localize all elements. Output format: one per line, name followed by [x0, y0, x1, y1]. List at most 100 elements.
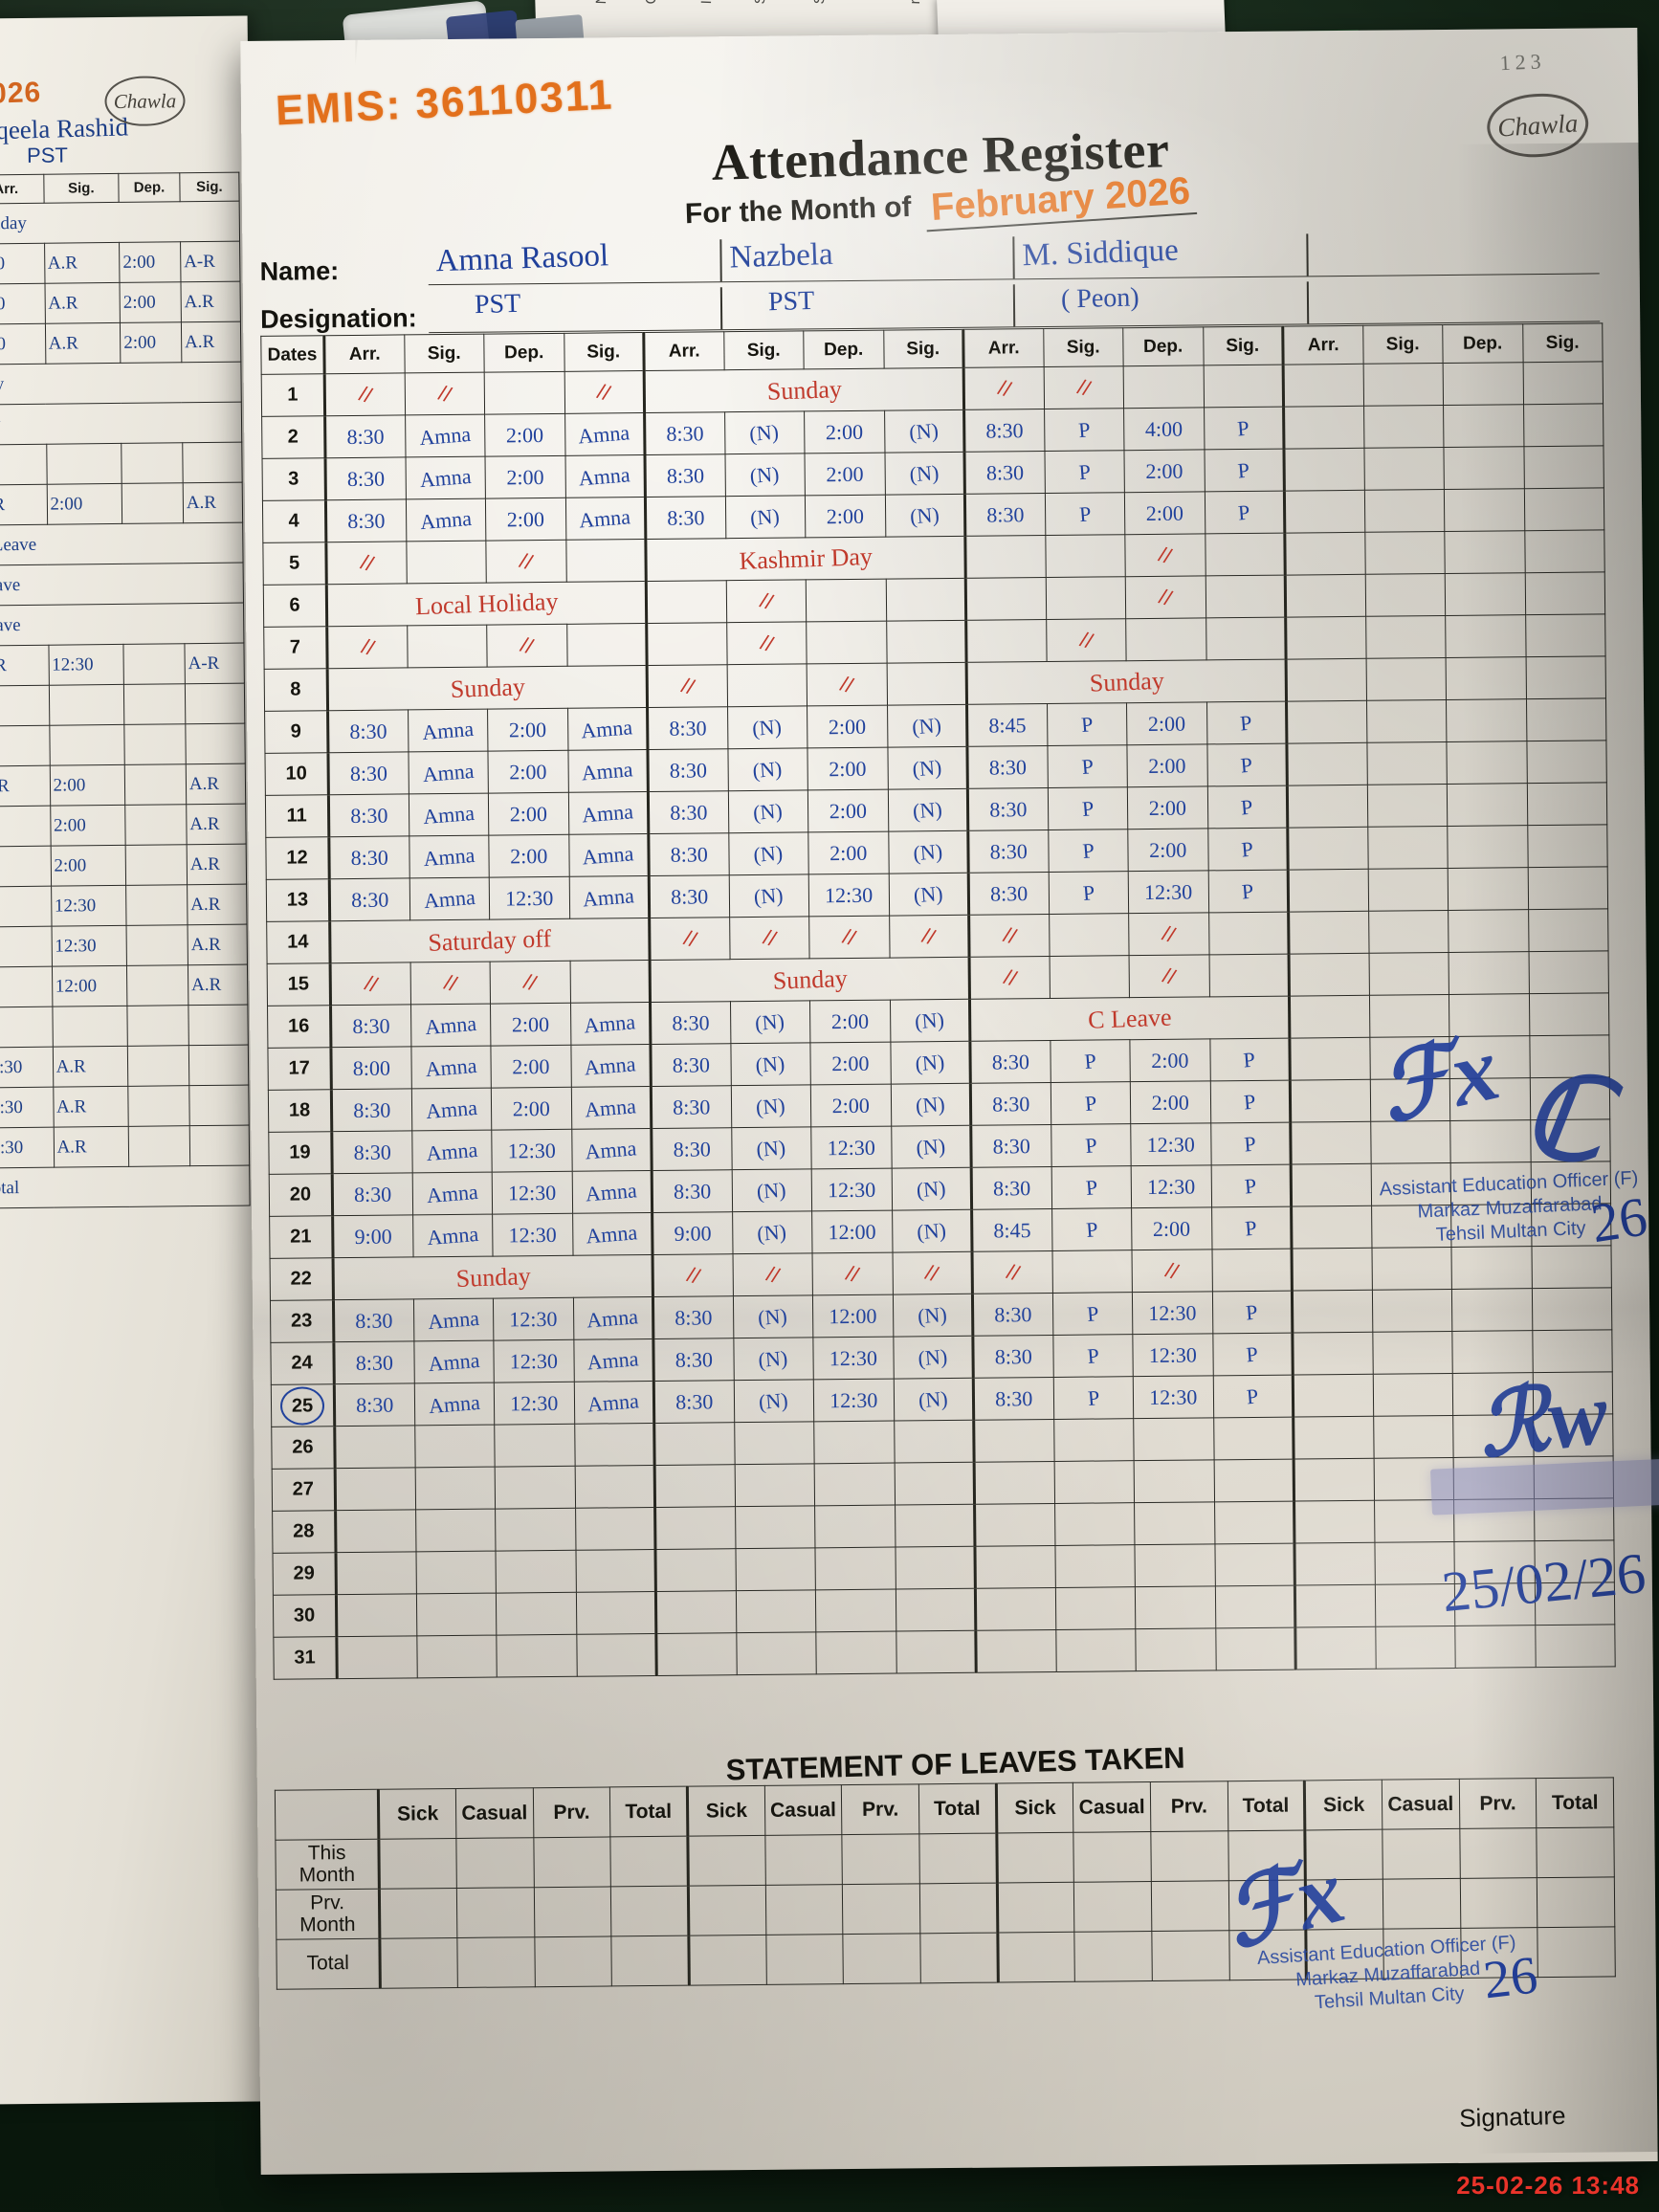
- attendance-cell[interactable]: [895, 1504, 975, 1548]
- attendance-cell[interactable]: [654, 1464, 736, 1508]
- attendance-cell[interactable]: [1366, 741, 1448, 785]
- attendance-cell[interactable]: [566, 623, 648, 667]
- attendance-cell[interactable]: P: [1209, 1038, 1291, 1081]
- attendance-cell[interactable]: 2:00: [485, 498, 566, 542]
- attendance-cell[interactable]: [1534, 1539, 1615, 1583]
- attendance-cell[interactable]: 2:00: [1127, 785, 1208, 830]
- attendance-cell[interactable]: [1289, 995, 1370, 1039]
- attendance-cell[interactable]: 2:00: [807, 747, 888, 790]
- attendance-cell[interactable]: [1525, 655, 1606, 699]
- attendance-cell[interactable]: //: [647, 664, 728, 708]
- attendance-cell[interactable]: 12:30: [494, 1382, 575, 1426]
- attendance-cell[interactable]: [1529, 1076, 1610, 1120]
- attendance-cell[interactable]: [1133, 1417, 1214, 1461]
- attendance-cell[interactable]: 12:30: [810, 1126, 892, 1169]
- attendance-cell[interactable]: [495, 1466, 576, 1510]
- attendance-cell[interactable]: 2:00: [1131, 1206, 1212, 1250]
- attendance-cell[interactable]: P: [1210, 1122, 1292, 1165]
- attendance-cell[interactable]: //: [325, 541, 407, 585]
- leaves-value-cell[interactable]: [1151, 1930, 1229, 1981]
- attendance-cell[interactable]: //: [972, 1250, 1052, 1294]
- attendance-cell[interactable]: [1454, 1582, 1536, 1626]
- attendance-cell[interactable]: [1445, 572, 1526, 616]
- attendance-cell[interactable]: //: [409, 962, 491, 1005]
- attendance-cell[interactable]: 8:30: [963, 409, 1045, 453]
- attendance-cell[interactable]: 8:30: [334, 1382, 415, 1427]
- attendance-cell[interactable]: [414, 1425, 496, 1468]
- attendance-cell[interactable]: [1530, 1161, 1611, 1205]
- leaves-value-cell[interactable]: [1382, 1828, 1460, 1880]
- leaves-value-cell[interactable]: [1305, 1879, 1383, 1930]
- attendance-cell[interactable]: (N): [892, 1209, 973, 1253]
- attendance-cell[interactable]: [1367, 826, 1449, 870]
- attendance-cell[interactable]: (N): [887, 746, 968, 790]
- attendance-cell[interactable]: 8:30: [967, 787, 1049, 831]
- attendance-cell[interactable]: [1446, 741, 1527, 785]
- attendance-cell[interactable]: (N): [728, 831, 809, 875]
- attendance-cell[interactable]: [1444, 530, 1525, 574]
- attendance-cell[interactable]: (N): [724, 495, 806, 539]
- attendance-cell[interactable]: [1531, 1203, 1611, 1247]
- attendance-cell[interactable]: [407, 625, 488, 668]
- attendance-cell[interactable]: 8:30: [650, 1001, 731, 1045]
- attendance-cell[interactable]: Amna: [408, 751, 489, 794]
- attendance-cell[interactable]: [1367, 868, 1449, 912]
- attendance-cell[interactable]: [1445, 614, 1526, 658]
- leaves-value-cell[interactable]: [1074, 1931, 1153, 1982]
- attendance-cell[interactable]: P: [1212, 1333, 1294, 1376]
- attendance-cell[interactable]: Amna: [571, 1128, 653, 1172]
- leaves-value-cell[interactable]: [919, 1933, 998, 1983]
- attendance-cell[interactable]: Amna: [408, 793, 489, 836]
- leaves-value-cell[interactable]: [688, 1885, 766, 1936]
- attendance-cell[interactable]: //: [649, 917, 730, 961]
- attendance-cell[interactable]: //: [490, 961, 570, 1005]
- attendance-cell[interactable]: [336, 1593, 417, 1637]
- attendance-cell[interactable]: P: [1044, 408, 1124, 452]
- attendance-cell[interactable]: (N): [884, 409, 964, 453]
- attendance-cell[interactable]: (N): [887, 788, 968, 832]
- attendance-cell[interactable]: [569, 960, 651, 1004]
- attendance-cell[interactable]: //: [963, 366, 1045, 410]
- attendance-cell[interactable]: //: [324, 372, 406, 416]
- attendance-cell[interactable]: 2:00: [1123, 449, 1205, 493]
- attendance-cell[interactable]: [806, 579, 887, 622]
- attendance-cell[interactable]: P: [1044, 450, 1125, 494]
- attendance-cell[interactable]: [1288, 911, 1369, 955]
- leaves-value-cell[interactable]: [687, 1835, 765, 1887]
- attendance-cell[interactable]: (N): [730, 1042, 811, 1086]
- attendance-cell[interactable]: Amna: [412, 1298, 494, 1341]
- attendance-cell[interactable]: //: [732, 1252, 813, 1296]
- attendance-cell[interactable]: [1049, 913, 1130, 957]
- attendance-cell[interactable]: P: [1052, 1376, 1134, 1420]
- attendance-cell[interactable]: //: [892, 1251, 973, 1295]
- holiday-note-cell[interactable]: Kashmir Day: [645, 536, 966, 582]
- attendance-cell[interactable]: 12:30: [492, 1213, 573, 1257]
- attendance-cell[interactable]: [655, 1590, 737, 1634]
- attendance-cell[interactable]: 12:30: [492, 1171, 573, 1215]
- attendance-cell[interactable]: 2:00: [804, 410, 885, 453]
- attendance-cell[interactable]: 2:00: [805, 495, 886, 538]
- attendance-cell[interactable]: Amna: [573, 1381, 654, 1425]
- attendance-cell[interactable]: (N): [727, 747, 808, 791]
- attendance-cell[interactable]: (N): [728, 874, 809, 918]
- attendance-cell[interactable]: //: [729, 916, 810, 960]
- leaves-value-cell[interactable]: [533, 1836, 611, 1888]
- attendance-cell[interactable]: //: [969, 956, 1050, 1000]
- person-name-cell-3[interactable]: M. Siddique: [1014, 233, 1309, 279]
- attendance-cell[interactable]: [964, 535, 1046, 579]
- attendance-cell[interactable]: [1134, 1543, 1215, 1587]
- attendance-cell[interactable]: [1294, 1500, 1375, 1544]
- attendance-cell[interactable]: [1287, 827, 1368, 871]
- attendance-cell[interactable]: //: [1132, 1249, 1212, 1293]
- attendance-cell[interactable]: (N): [731, 1168, 812, 1212]
- attendance-cell[interactable]: [1283, 406, 1364, 450]
- attendance-cell[interactable]: 8:30: [330, 1004, 411, 1048]
- attendance-cell[interactable]: [494, 1424, 575, 1468]
- attendance-cell[interactable]: P: [1212, 1375, 1294, 1418]
- attendance-cell[interactable]: P: [1048, 829, 1129, 873]
- attendance-cell[interactable]: Amna: [572, 1296, 653, 1340]
- leaves-value-cell[interactable]: [1382, 1928, 1461, 1980]
- attendance-cell[interactable]: Amna: [411, 1172, 493, 1215]
- attendance-cell[interactable]: [1532, 1329, 1613, 1373]
- attendance-cell[interactable]: [496, 1634, 577, 1678]
